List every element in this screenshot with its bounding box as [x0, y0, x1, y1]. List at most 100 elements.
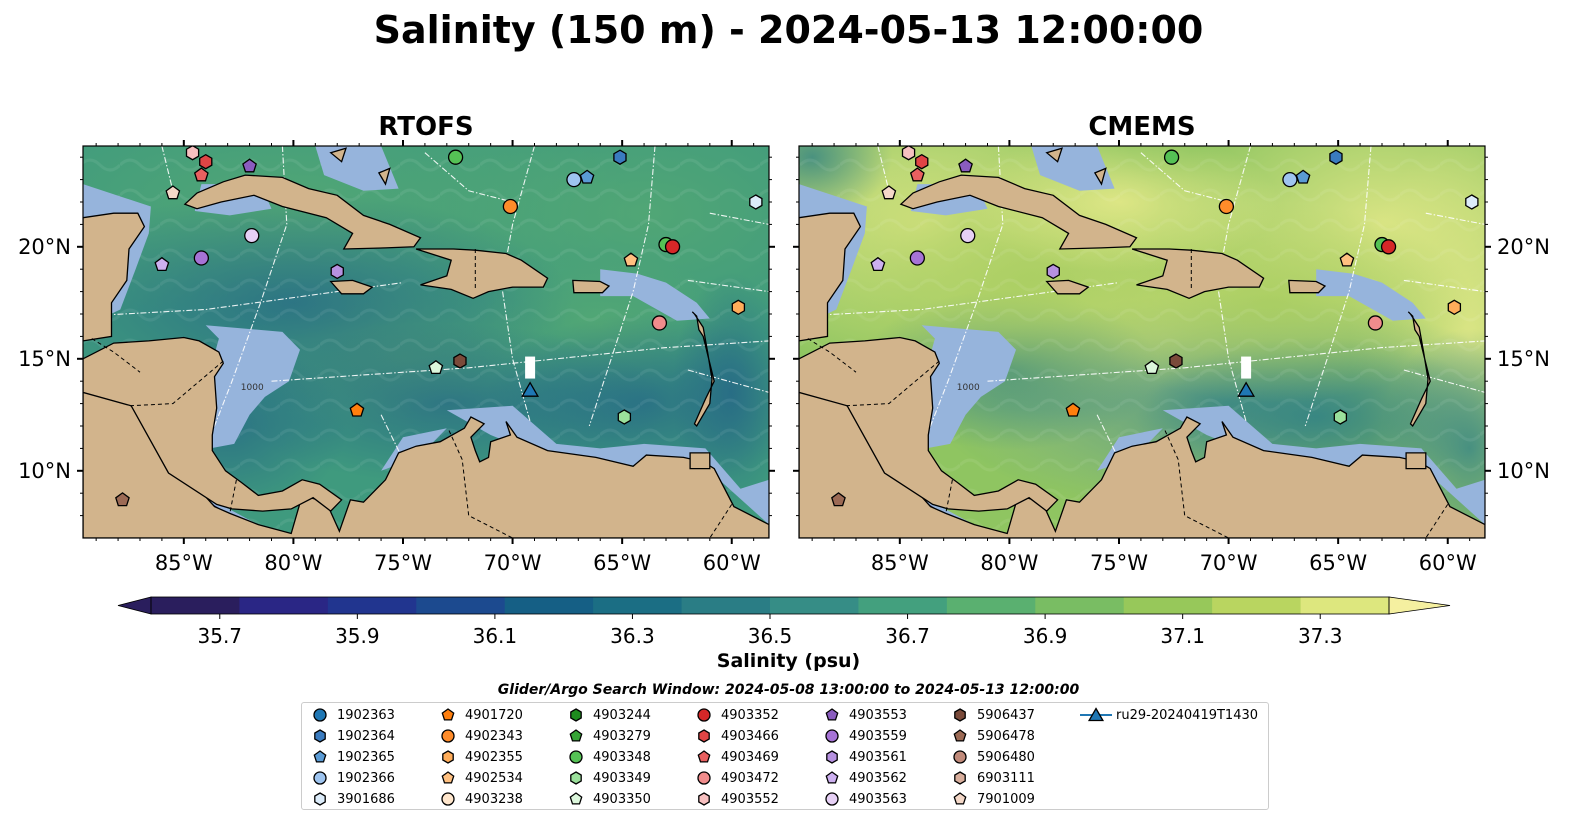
legend-marker-icon	[697, 771, 711, 785]
lon-tick-label: 80°W	[264, 551, 322, 575]
marker-4902343	[1218, 198, 1235, 215]
lat-tick-label: 15°N	[18, 347, 71, 371]
marker-4903563	[244, 227, 260, 244]
legend-item: 6903111	[952, 768, 1035, 788]
marker-4903552	[901, 146, 916, 161]
rtofs-map-panel: 1000 85°W 80°W 75°W 70°W 65°W 60°W 20°N 15°N 10°N	[18, 140, 775, 575]
marker-4903552	[185, 146, 200, 161]
marker-4903559	[193, 250, 210, 266]
marker-5906478	[831, 492, 846, 507]
legend-item: 4903238	[440, 789, 523, 809]
legend-label: 4903561	[849, 749, 907, 765]
legend-item: 4902343	[440, 726, 523, 746]
lon-tick-label: 75°W	[374, 551, 432, 575]
search-window-text: Glider/Argo Search Window: 2024-05-08 13…	[497, 682, 1080, 698]
legend-label: 4903563	[849, 791, 907, 807]
legend-marker-icon	[569, 729, 583, 742]
legend-item: 4903244	[568, 705, 651, 725]
colorbar-tick-label: 36.7	[885, 624, 930, 648]
marker-4903472	[1367, 315, 1384, 331]
legend-marker-icon	[313, 750, 327, 763]
marker-4902355	[731, 299, 746, 316]
marker-1902364	[613, 149, 627, 165]
lat-tick-label: 20°N	[1497, 235, 1550, 259]
legend-marker-icon	[570, 771, 582, 785]
legend-item: 5906478	[952, 726, 1035, 746]
legend-item: 4903472	[696, 768, 779, 788]
legend-marker-icon	[697, 750, 711, 763]
legend-marker-icon	[953, 729, 967, 742]
colorbar-bin	[858, 597, 948, 614]
lon-tick-label: 75°W	[1090, 551, 1148, 575]
cmems-map-panel: 1000 85°W 80°W 75°W 70°W 65°W 60°W 20°N 15°N 10°N	[793, 140, 1550, 575]
legend-label: 4903350	[593, 791, 651, 807]
legend-marker-icon	[314, 792, 326, 806]
marker-5906437	[453, 353, 467, 369]
marker-3901686	[749, 194, 763, 210]
colorbar-bin	[416, 597, 506, 614]
colorbar-label: Salinity (psu)	[716, 650, 861, 672]
legend-marker-icon	[441, 771, 455, 784]
legend-marker-icon	[954, 771, 966, 785]
marker-4901720	[1065, 402, 1081, 417]
legend-label: 4903472	[721, 770, 779, 786]
legend-label: 4902534	[465, 770, 523, 786]
legend-marker-icon	[953, 750, 967, 764]
legend-marker-icon	[570, 708, 582, 722]
panel-title-rtofs: RTOFS	[378, 112, 474, 142]
legend-item: 4903553	[824, 705, 907, 725]
contour-label: 1000	[957, 383, 980, 393]
legend-marker-icon	[441, 708, 455, 721]
lon-tick-label: 70°W	[1200, 551, 1258, 575]
colorbar-bin	[151, 597, 240, 614]
colorbar-tick-label: 35.7	[198, 624, 243, 648]
legend-marker-icon	[954, 708, 966, 722]
legend-item: 4903563	[824, 789, 907, 809]
legend-item: 1902363	[312, 705, 395, 725]
colorbar-bin	[504, 597, 594, 614]
legend-label: 4903352	[721, 707, 779, 723]
marker-5906478	[115, 492, 130, 507]
legend-item: 5906437	[952, 705, 1035, 725]
colorbar-tick-label: 35.9	[335, 624, 380, 648]
lon-tick-label: 60°W	[703, 551, 761, 575]
marker-4903350	[1144, 359, 1160, 375]
legend-item: 4903561	[824, 747, 907, 767]
marker-4903553	[242, 158, 257, 173]
legend-item: 4903466	[696, 726, 779, 746]
legend-label: 4902355	[465, 749, 523, 765]
contour-label: 1000	[241, 383, 264, 393]
legend-label: 1902363	[337, 707, 395, 723]
legend-label: 4903279	[593, 728, 651, 744]
lat-tick-label: 15°N	[1497, 347, 1550, 371]
legend-item: ru29-20240419T1430	[1080, 705, 1258, 725]
marker-4903349	[1333, 409, 1348, 425]
colorbar-tick-label: 36.9	[1023, 624, 1068, 648]
marker-4903469	[909, 167, 925, 182]
legend-label: 4903469	[721, 749, 779, 765]
legend-label: 4902343	[465, 728, 523, 744]
legend-label: 1902364	[337, 728, 395, 744]
lat-tick-label: 20°N	[18, 235, 71, 259]
colorbar-bin	[1123, 597, 1213, 614]
legend-item: 4902355	[440, 747, 523, 767]
marker-ru29-20240419T1430	[521, 381, 540, 397]
legend-item: 4901720	[440, 705, 523, 725]
legend-item: 4903352	[696, 705, 779, 725]
legend-item: 4902534	[440, 768, 523, 788]
legend-marker-icon	[825, 792, 839, 806]
legend-label: 4903348	[593, 749, 651, 765]
legend-marker-icon	[441, 792, 455, 806]
marker-1902366	[1282, 171, 1298, 188]
legend-label: 4903349	[593, 770, 651, 786]
colorbar-tick-label: 36.1	[473, 624, 518, 648]
marker-4903466	[915, 153, 929, 170]
legend-label: ru29-20240419T1430	[1116, 707, 1259, 723]
marker-4903350	[428, 359, 444, 375]
marker-7901009	[165, 185, 181, 200]
marker-4903563	[960, 227, 976, 244]
legend-item: 7901009	[952, 789, 1035, 809]
legend-marker-icon	[569, 792, 583, 805]
marker-4901720	[349, 402, 365, 417]
